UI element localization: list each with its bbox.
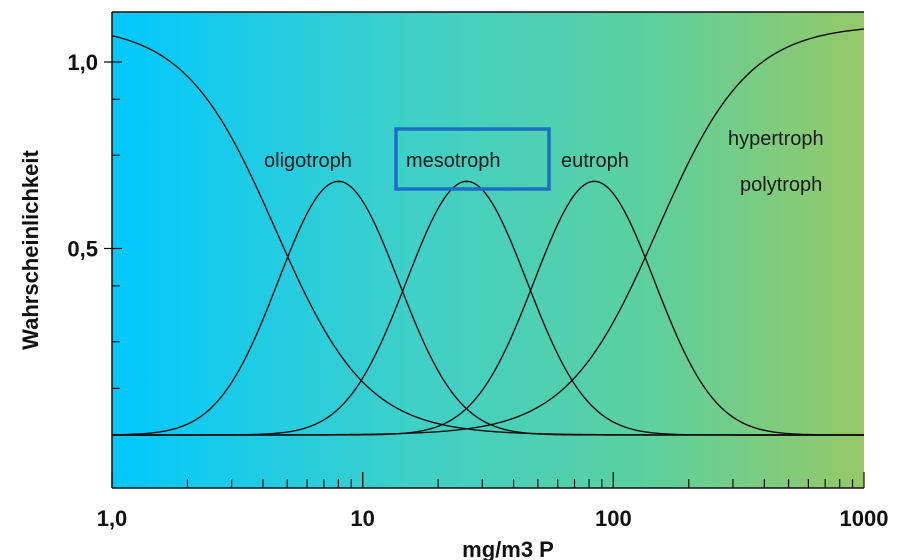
x-tick-label: 1000: [840, 506, 889, 531]
y-axis-title: Wahrscheinlichkeit: [18, 149, 43, 349]
x-tick-label: 10: [350, 506, 374, 531]
label-polytroph: polytroph: [740, 174, 822, 196]
x-tick-label: 1,0: [97, 506, 128, 531]
series-curve-hypertroph-polytroph: [112, 28, 864, 436]
x-tick-label: 100: [595, 506, 632, 531]
label-mesotroph: mesotroph: [406, 150, 501, 172]
y-tick-label: 1,0: [67, 50, 98, 75]
y-tick-label: 0,5: [67, 237, 98, 262]
label-hypertroph: hypertroph: [728, 128, 824, 150]
x-axis-title: mg/m3 P: [462, 537, 554, 560]
curves-group: [112, 28, 864, 436]
axes-group: 1,0 10 100 1000 1,0 0,5: [67, 11, 889, 531]
mesotroph-highlight-box: [394, 127, 551, 191]
plot-background: [112, 12, 864, 488]
label-oligotroph: oligotroph: [264, 150, 352, 172]
label-eutroph: eutroph: [561, 150, 629, 172]
curve-labels-group: oligotroph mesotroph eutroph hypertroph …: [264, 128, 824, 196]
